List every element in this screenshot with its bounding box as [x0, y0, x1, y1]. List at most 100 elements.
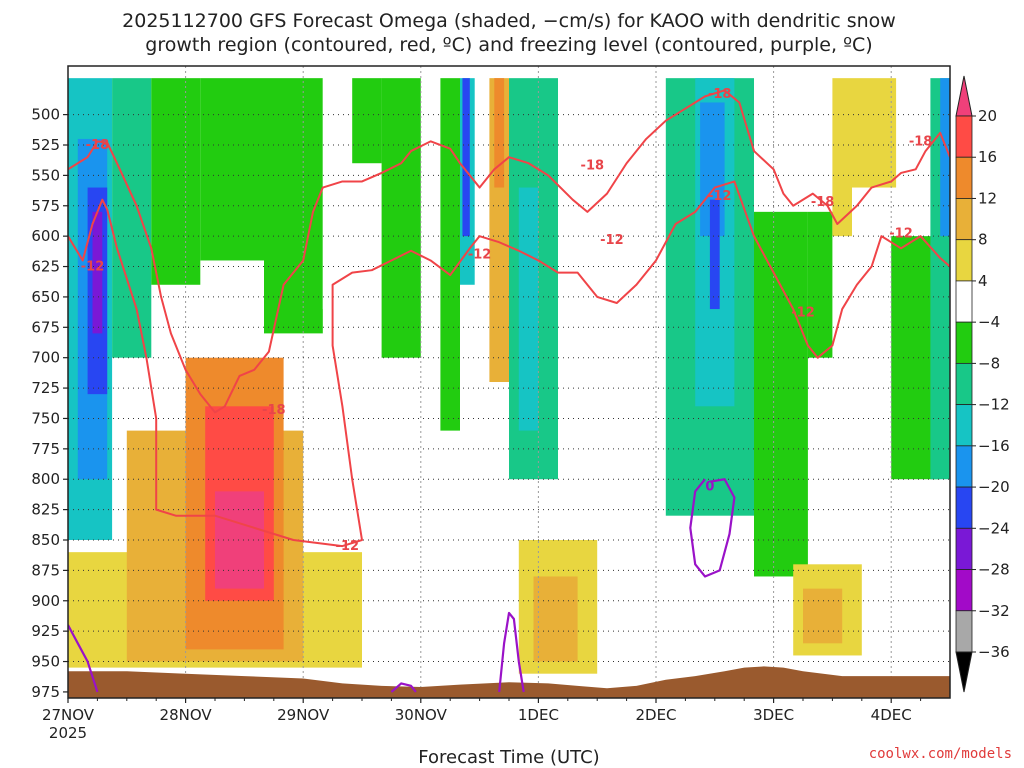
freezing-contour-3	[689, 478, 736, 578]
y-tick-label-8: 700	[31, 349, 60, 367]
y-tick-label-9: 725	[31, 379, 60, 397]
x-axis: 27NOV 28NOV 29NOV 30NOV 1DEC 2DEC 3DEC 4DEC	[42, 698, 922, 724]
dgz-contour-label-2: -18	[262, 403, 286, 418]
colorbar-label-5: −4	[978, 313, 1000, 331]
colorbar-swatch-3	[955, 198, 973, 241]
freezing-contour-2	[498, 611, 525, 693]
dgz-contour-0	[68, 89, 950, 414]
colorbar-label-4: 4	[978, 272, 988, 290]
x-tick-label-6: 3DEC	[753, 706, 794, 724]
omega-cell-6	[200, 78, 264, 261]
x-tick-label-7: 4DEC	[871, 706, 912, 724]
contour-labels: -18 -12 -18 -12 -12 -18 -12 -18 -12 -18 -12 -18 -12 0	[81, 87, 933, 554]
dgz-contour-1	[68, 180, 950, 548]
y-tick-label-13: 825	[31, 501, 60, 519]
y-tick-label-0: 500	[31, 106, 60, 124]
colorbar-label-7: −12	[978, 396, 1010, 414]
y-axis: 500 525 550 575 600 625 650 675 700 725 750 775 800 8…	[31, 106, 68, 701]
horizontal-gridlines	[68, 114, 950, 693]
y-tick-label-6: 650	[31, 288, 60, 306]
colorbar-swatch-13	[955, 610, 973, 653]
dgz-contour-label-5: -18	[581, 159, 605, 174]
dgz-contour-label-3: -12	[336, 539, 360, 554]
x-tick-label-1: 28NOV	[160, 706, 213, 724]
omega-cell-38	[803, 588, 843, 644]
omega-cell-13	[462, 78, 470, 237]
x-tick-label-2: 29NOV	[277, 706, 330, 724]
omega-cell-17	[518, 187, 539, 431]
omega-cell-4	[112, 78, 152, 358]
dgz-contour-label-0: -18	[86, 138, 110, 153]
y-tick-label-7: 675	[31, 318, 60, 336]
omega-cell-9	[352, 78, 382, 164]
y-tick-label-14: 850	[31, 531, 60, 549]
terrain-area	[68, 666, 950, 698]
colorbar-label-1: 16	[978, 148, 997, 166]
colorbar-swatch-4	[955, 239, 973, 282]
colorbar-swatch-1	[955, 115, 973, 158]
x-tick-label-4: 1DEC	[518, 706, 559, 724]
y-tick-label-17: 925	[31, 622, 60, 640]
y-tick-label-12: 800	[31, 470, 60, 488]
omega-cell-3	[92, 211, 103, 334]
y-tick-label-15: 875	[31, 561, 60, 579]
colorbar-swatch-10	[955, 486, 973, 529]
omega-cell-5	[151, 78, 201, 285]
y-tick-label-10: 750	[31, 409, 60, 427]
colorbar-swatch-6	[955, 321, 973, 364]
colorbar-label-10: −24	[978, 519, 1010, 537]
colorbar-top-arrow	[955, 75, 973, 117]
colorbar-swatch-12	[955, 569, 973, 612]
dgz-contour-label-12: -12	[889, 227, 913, 242]
y-tick-label-19: 975	[31, 683, 60, 701]
omega-cell-8	[322, 78, 353, 310]
y-tick-label-16: 900	[31, 592, 60, 610]
x-axis-label: Forecast Time (UTC)	[418, 747, 599, 768]
dgz-contour-label-11: -18	[909, 134, 933, 149]
y-tick-label-18: 950	[31, 653, 60, 671]
freezing-contour-0	[68, 624, 99, 693]
colorbar-label-11: −28	[978, 561, 1010, 579]
x-tick-label-5: 2DEC	[635, 706, 676, 724]
plot-area: -18 -12 -18 -12 -12 -18 -12 -18 -12 -18 -12 -18 -12 0	[67, 65, 951, 699]
dgz-contour-label-10: -12	[791, 306, 815, 321]
dgz-contour-label-6: -12	[600, 233, 624, 248]
chart-title-line-2: growth region (contoured, red, ºC) and f…	[145, 34, 872, 56]
dgz-contour-label-9: -18	[811, 195, 835, 210]
dgz-contour-label-7: -18	[708, 87, 732, 102]
chart-title-line-1: 2025112700 GFS Forecast Omega (shaded, −…	[122, 10, 896, 32]
omega-cell-24	[807, 211, 833, 358]
dgz-contour-label-1: -12	[81, 260, 105, 275]
colorbar-label-2: 12	[978, 189, 997, 207]
colorbar: 20 16 12 8 4 −4 −8 −12 −16 −20 −24 −28 −32 −36	[955, 75, 1010, 693]
omega-cell-26	[852, 78, 897, 188]
omega-cell-25	[832, 78, 852, 237]
omega-cell-10	[381, 78, 421, 358]
credit-text: coolwx.com/models	[869, 746, 1012, 762]
omega-cell-29	[940, 78, 950, 237]
y-tick-label-3: 575	[31, 197, 60, 215]
colorbar-bottom-arrow	[955, 651, 973, 693]
colorbar-label-8: −16	[978, 437, 1010, 455]
terrain-fill	[68, 666, 950, 698]
y-tick-label-4: 600	[31, 227, 60, 245]
x-tick-label-0: 27NOV	[42, 706, 95, 724]
colorbar-swatch-8	[955, 404, 973, 447]
omega-cell-15	[494, 78, 505, 188]
colorbar-label-9: −20	[978, 478, 1010, 496]
freezing-contour-1	[390, 682, 417, 693]
omega-cell-11	[440, 78, 460, 431]
omega-cell-18	[558, 78, 632, 188]
omega-cell-23	[754, 211, 808, 577]
colorbar-label-0: 20	[978, 107, 997, 125]
colorbar-label-6: −8	[978, 354, 1000, 372]
dgz-contour-label-8: -12	[708, 189, 732, 204]
y-tick-label-1: 525	[31, 136, 60, 154]
omega-cell-36	[533, 576, 578, 662]
colorbar-label-13: −36	[978, 643, 1010, 661]
dgz-contour-label-4: -12	[468, 247, 492, 262]
vertical-gridlines	[185, 66, 892, 698]
colorbar-label-3: 8	[978, 231, 988, 249]
y-tick-label-5: 625	[31, 258, 60, 276]
